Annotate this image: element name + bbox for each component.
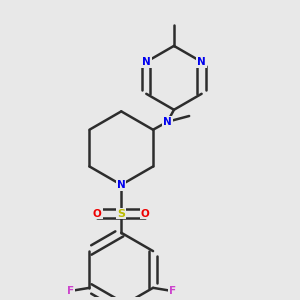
Text: O: O: [141, 208, 150, 219]
Text: N: N: [142, 57, 151, 67]
Text: N: N: [197, 57, 206, 67]
Text: O: O: [93, 208, 102, 219]
Text: F: F: [169, 286, 176, 296]
Text: N: N: [163, 117, 172, 127]
Text: N: N: [117, 180, 126, 190]
Text: F: F: [67, 286, 74, 296]
Text: S: S: [117, 208, 125, 219]
